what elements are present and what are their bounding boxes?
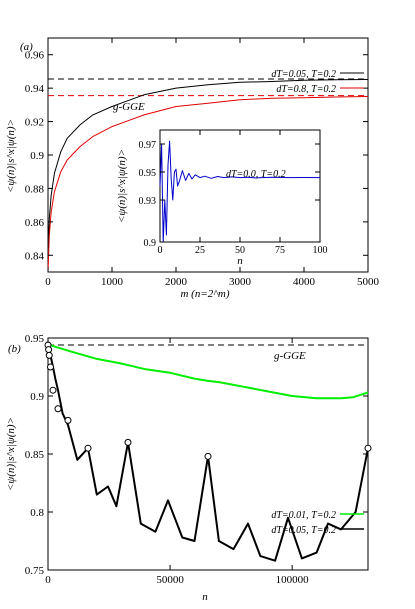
- panel-b-ticks: 0 50000 100000 0.75 0.8 0.85 0.9 0.95: [25, 333, 368, 586]
- y-tick-label: 0.95: [139, 168, 157, 179]
- marker-point: [45, 351, 53, 359]
- inset-ylabel: <ψ(n)|s^x|ψ(n)>: [116, 149, 128, 223]
- x-tick-label: 25: [195, 245, 205, 256]
- legend-entry-b-1: dT=0.05, T=0.2: [271, 525, 336, 536]
- marker-point: [45, 346, 53, 354]
- marker-point: [47, 363, 54, 371]
- y-tick-label: 0.96: [25, 50, 45, 62]
- y-tick-label: 0.8: [30, 507, 44, 519]
- x-tick-label: 50000: [156, 574, 184, 586]
- x-tick-label: 5000: [357, 276, 380, 288]
- series-line-0: [47, 341, 369, 400]
- panel-b-ylabel: <ψ(n)|s^x|ψ(n)>: [5, 417, 17, 491]
- panel-a: 0 1000 2000 3000 4000 50000.840.860.880.90.92…: [5, 37, 380, 300]
- marker-point: [64, 416, 72, 424]
- y-tick-label: 0.97: [139, 140, 157, 151]
- panel-b-label: (b): [8, 343, 21, 355]
- inset-chart: 0 25 50 75 1000.90.930.950.97 dT=0.0, T=0.2 …: [116, 129, 328, 267]
- panel-b-markers: [44, 341, 372, 460]
- panel-a-legend: dT=0.05, T=0.2 dT=0.8, T=0.2: [271, 69, 364, 95]
- y-tick-label: 0.9: [30, 391, 44, 403]
- inset-ticks: 0 25 50 75 100 0.9 0.93 0.95 0.97: [139, 130, 328, 256]
- x-tick-label: 50: [235, 245, 245, 256]
- y-tick-label: 0.85: [25, 449, 45, 461]
- y-tick-label: 0.86: [25, 217, 45, 229]
- y-tick-label: 0.94: [25, 83, 45, 95]
- panel-a-ticks: 0 1000 2000 3000 4000 50000.840.860.880.90.92…: [25, 38, 380, 288]
- series-line-1: [47, 96, 369, 273]
- x-tick-label: 4000: [293, 276, 316, 288]
- y-tick-label: 0.9: [30, 150, 44, 162]
- panel-b-xlabel: n: [202, 591, 208, 603]
- panel-a-ylabel: <ψ(n)|s^x|ψ(n)>: [5, 119, 17, 193]
- x-tick-label: 100000: [276, 574, 310, 586]
- y-tick-label: 0.75: [25, 565, 45, 577]
- marker-point: [84, 444, 92, 452]
- x-tick-label: 100: [313, 245, 328, 256]
- x-tick-label: 0: [158, 245, 163, 256]
- marker-point: [364, 444, 372, 452]
- panel-b-annotation: g-GGE: [274, 350, 306, 362]
- x-tick-label: 0: [45, 276, 51, 288]
- y-tick-label: 0.88: [25, 183, 45, 195]
- y-tick-label: 0.95: [25, 333, 45, 345]
- y-tick-label: 0.93: [139, 196, 157, 207]
- inset-annotation: dT=0.0, T=0.2: [226, 169, 286, 180]
- inset-frame: [159, 129, 321, 243]
- marker-point: [54, 405, 62, 413]
- y-tick-label: 0.9: [144, 238, 157, 249]
- series-line-0: [47, 79, 369, 264]
- x-tick-label: 2000: [165, 276, 188, 288]
- panel-a-reference-lines: [48, 78, 368, 97]
- series-line-1: [47, 343, 369, 562]
- inset-xlabel: n: [237, 255, 243, 267]
- panel-b: 0 50000 100000 0.75 0.8 0.85 0.9 0.95 (b) g-GGE…: [5, 333, 372, 603]
- marker-point: [49, 386, 57, 394]
- panel-a-annotation: g-GGE: [113, 101, 145, 113]
- inset-series: [159, 140, 321, 243]
- x-tick-label: 1000: [101, 276, 124, 288]
- marker-point: [204, 452, 212, 460]
- legend-entry-b-0: dT=0.01, T=0.2: [271, 510, 336, 521]
- panel-b-legend: dT=0.01, T=0.2 dT=0.05, T=0.2: [271, 510, 364, 536]
- x-tick-label: 75: [275, 245, 285, 256]
- y-tick-label: 0.84: [25, 250, 45, 262]
- panel-a-label: (a): [20, 41, 33, 53]
- legend-entry-a-1: dT=0.8, T=0.2: [276, 84, 336, 95]
- y-tick-label: 0.92: [25, 117, 44, 129]
- marker-point: [124, 438, 132, 446]
- x-tick-label: 3000: [229, 276, 252, 288]
- x-tick-label: 0: [45, 574, 51, 586]
- legend-entry-a-0: dT=0.05, T=0.2: [271, 69, 336, 80]
- panel-a-xlabel: m (n=2^m): [180, 288, 229, 300]
- panel-a-series: [47, 79, 369, 273]
